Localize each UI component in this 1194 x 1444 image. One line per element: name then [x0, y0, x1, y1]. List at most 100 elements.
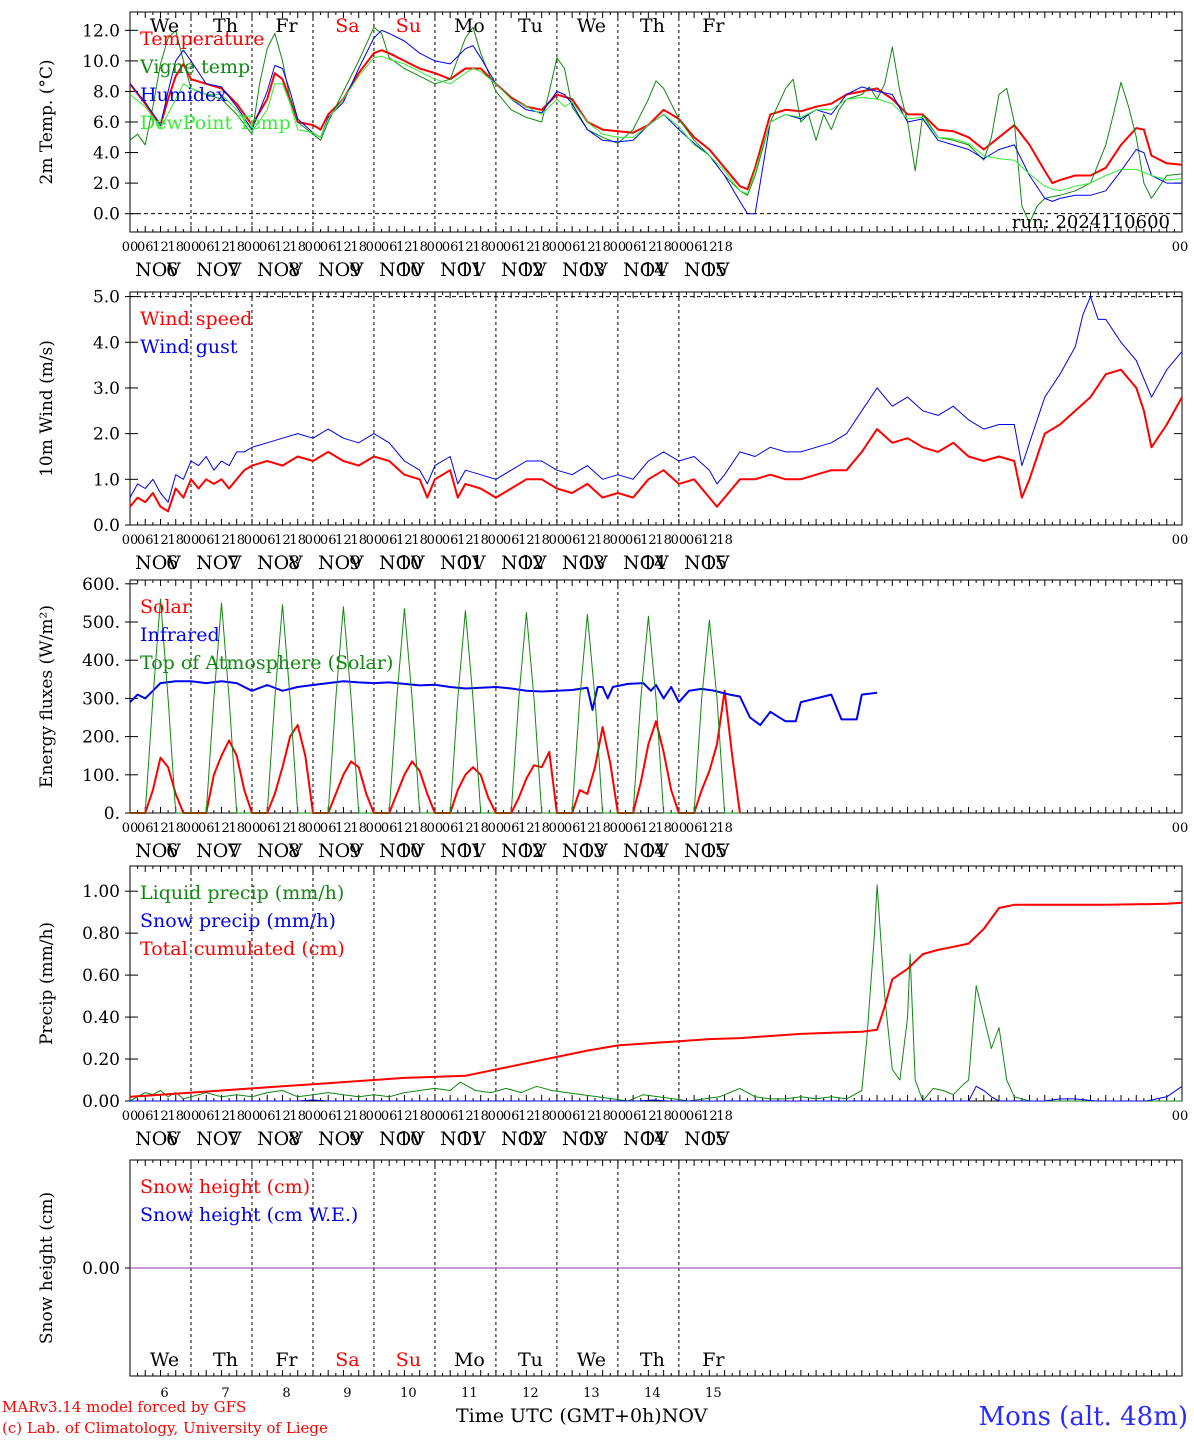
- x-hour-label: 06: [503, 821, 520, 836]
- x-day-month: NOV: [257, 1128, 303, 1150]
- x-day-month: NOV: [379, 259, 425, 281]
- bottom-day-number: 8: [282, 1386, 290, 1401]
- x-day-month: NOV: [440, 259, 486, 281]
- x-day-month: NOV: [135, 259, 181, 281]
- x-hour-label: 00: [610, 821, 627, 836]
- x-hour-label: 00: [244, 533, 261, 548]
- x-hour-label: 12: [579, 821, 596, 836]
- x-day-month: NOV: [257, 259, 303, 281]
- x-hour-label: 12: [335, 1109, 352, 1124]
- legend-entry: Wind gust: [140, 336, 238, 358]
- legend-entry: Snow height (cm W.E.): [140, 1204, 358, 1226]
- x-hour-label: 12: [457, 1109, 474, 1124]
- y-tick-label: 2.0: [93, 425, 120, 445]
- x-hour-label: 06: [381, 240, 398, 255]
- x-day-month: NOV: [562, 259, 608, 281]
- x-day-number: 15: [703, 259, 727, 281]
- weekday-label: Fr: [702, 1349, 725, 1371]
- weekday-label: Sa: [335, 15, 359, 37]
- x-hour-label: 12: [701, 1109, 718, 1124]
- y-tick-label: 600.: [82, 575, 120, 595]
- x-hour-label: 00: [427, 240, 444, 255]
- x-hour-label: 06: [442, 821, 459, 836]
- x-hour-label: 12: [518, 533, 535, 548]
- x-hour-label: 06: [259, 821, 276, 836]
- x-day-month: NOV: [196, 1128, 242, 1150]
- x-hour-label: 12: [213, 533, 230, 548]
- x-hour-label: 00: [183, 821, 200, 836]
- x-hour-label: 18: [350, 533, 367, 548]
- x-hour-label: 06: [259, 533, 276, 548]
- x-hour-label: 00: [488, 821, 505, 836]
- x-day-month: NOV: [684, 840, 730, 862]
- legend-entry: Wind speed: [140, 308, 252, 330]
- x-hour-label: 06: [686, 240, 703, 255]
- x-day-number: 8: [288, 259, 300, 281]
- x-hour-label: 12: [152, 533, 169, 548]
- x-hour-label: 18: [411, 240, 428, 255]
- x-day-number: 12: [520, 259, 544, 281]
- x-hour-label: 12: [457, 533, 474, 548]
- x-hour-label: 00: [427, 1109, 444, 1124]
- y-tick-label: 400.: [82, 651, 120, 671]
- x-hour-label: 18: [472, 533, 489, 548]
- x-hour-label: 00: [183, 240, 200, 255]
- y-tick-label: 0.20: [82, 1050, 120, 1070]
- x-day-month: NOV: [440, 1128, 486, 1150]
- x-hour-label: 00: [549, 1109, 566, 1124]
- x-day-number: 12: [520, 552, 544, 574]
- x-hour-label: 00: [671, 821, 688, 836]
- series-line: [129, 55, 1183, 195]
- x-day-number: 10: [398, 552, 422, 574]
- x-day-month: NOV: [135, 840, 181, 862]
- x-hour-label: 18: [594, 240, 611, 255]
- series-line: [129, 296, 1183, 503]
- y-tick-label: 0.0: [93, 516, 120, 536]
- x-day-month: NOV: [318, 552, 364, 574]
- x-hour-label: 06: [564, 533, 581, 548]
- x-hour-label: 06: [442, 1109, 459, 1124]
- bottom-day-number: 11: [461, 1386, 478, 1401]
- x-hour-label: 12: [640, 240, 657, 255]
- x-hour-label: 18: [411, 533, 428, 548]
- x-day-number: 14: [642, 259, 666, 281]
- x-hour-label: 12: [518, 1109, 535, 1124]
- x-hour-label: 06: [381, 1109, 398, 1124]
- x-hour-label: 18: [594, 533, 611, 548]
- x-hour-label: 12: [213, 1109, 230, 1124]
- x-day-number: 14: [642, 840, 666, 862]
- x-hour-label: 12: [335, 533, 352, 548]
- x-hour-label: 18: [228, 1109, 245, 1124]
- x-day-number: 11: [459, 840, 483, 862]
- x-day-month: NOV: [318, 259, 364, 281]
- x-day-number: 9: [349, 259, 361, 281]
- y-tick-label: 1.00: [82, 882, 120, 902]
- x-day-month: NOV: [257, 840, 303, 862]
- x-hour-label: 18: [716, 240, 733, 255]
- y-tick-label: 2.0: [93, 174, 120, 194]
- y-tick-label: 4.0: [93, 333, 120, 353]
- x-hour-label: 06: [137, 1109, 154, 1124]
- weekday-label: We: [577, 15, 606, 37]
- series-line: [129, 29, 1182, 215]
- x-hour-label: 06: [442, 533, 459, 548]
- legend-entry: Humidex: [140, 84, 227, 106]
- weekday-label: Tu: [518, 15, 543, 37]
- x-hour-label: 18: [228, 821, 245, 836]
- x-hour-label: 18: [228, 240, 245, 255]
- series-line: [129, 26, 1183, 224]
- x-hour-label: 18: [167, 1109, 184, 1124]
- x-day-month: NOV: [440, 552, 486, 574]
- x-hour-label: 00: [610, 1109, 627, 1124]
- x-hour-label: 12: [701, 821, 718, 836]
- x-hour-label: 06: [503, 1109, 520, 1124]
- x-hour-label: 00: [122, 1109, 139, 1124]
- x-hour-label: 06: [198, 533, 215, 548]
- x-hour-label: 12: [640, 821, 657, 836]
- y-tick-label: 200.: [82, 728, 120, 748]
- x-day-month: NOV: [501, 259, 547, 281]
- x-hour-label: 00: [122, 821, 139, 836]
- x-hour-label: 06: [381, 533, 398, 548]
- x-day-month: NOV: [623, 552, 669, 574]
- legend-entry: Total cumulated (cm): [140, 938, 345, 960]
